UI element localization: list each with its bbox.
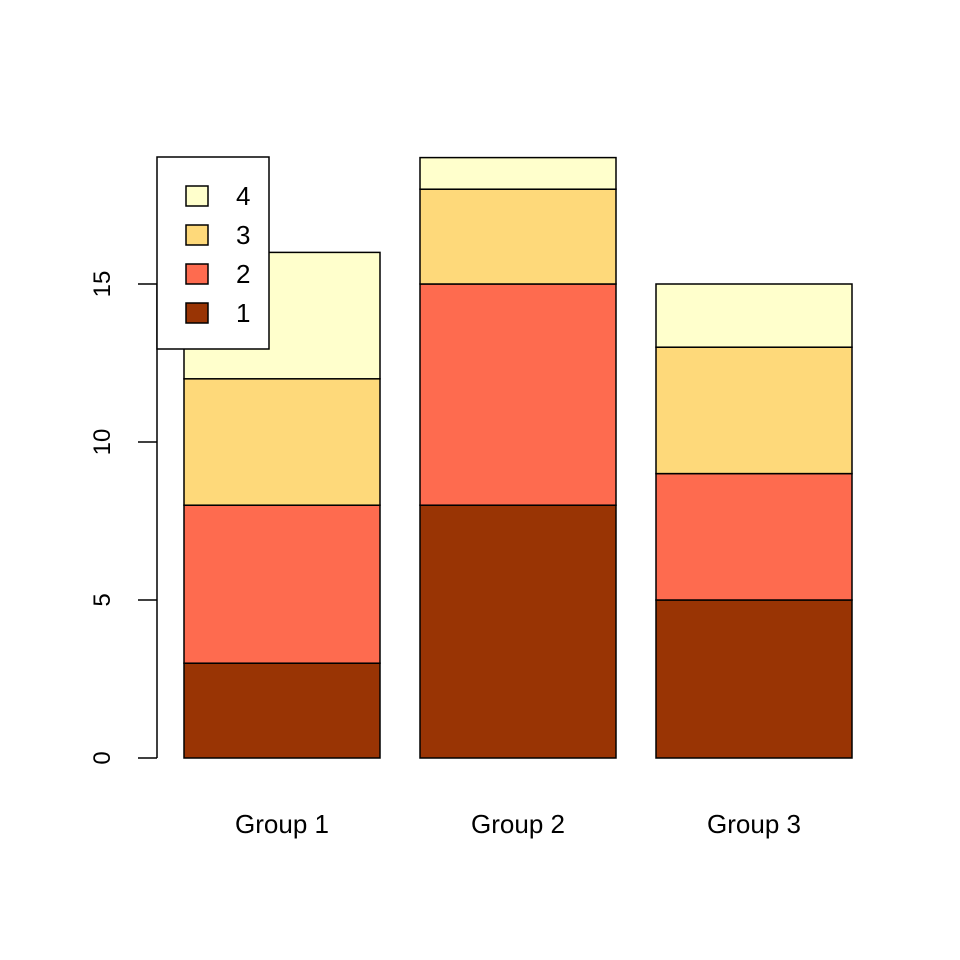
- category-label: Group 3: [707, 809, 801, 839]
- bar-segment-group1-series3: [183, 378, 381, 506]
- y-axis: 0 5 10 15: [89, 271, 158, 765]
- legend-box: [156, 156, 270, 350]
- legend-label-4: 4: [236, 181, 250, 211]
- legend-label-2: 2: [236, 259, 250, 289]
- legend-swatch-4: [185, 185, 209, 207]
- bar-segment-group2-series3: [419, 188, 617, 285]
- y-tick-label: 0: [89, 751, 116, 764]
- bar-segment-group1-series2: [183, 504, 381, 664]
- bar-segment-group3-series3: [655, 346, 853, 475]
- bar-segment-group2-series4: [419, 156, 617, 190]
- y-tick-label: 10: [89, 429, 116, 456]
- category-label: Group 2: [471, 809, 565, 839]
- category-label: Group 1: [235, 809, 329, 839]
- bar-segment-group2-series1: [419, 504, 617, 759]
- legend-swatch-1: [185, 302, 209, 324]
- bar-segment-group2-series2: [419, 283, 617, 506]
- legend-label-1: 1: [236, 298, 250, 328]
- y-tick-label: 5: [89, 593, 116, 606]
- bar-segment-group3-series1: [655, 599, 853, 759]
- bar-segment-group1-series1: [183, 662, 381, 759]
- legend-swatch-2: [185, 263, 209, 285]
- legend-label-3: 3: [236, 220, 250, 250]
- legend: 4 3 2 1: [156, 156, 270, 350]
- bars-layer: [183, 156, 853, 759]
- y-tick-label: 15: [89, 271, 116, 298]
- legend-swatch-3: [185, 224, 209, 246]
- bar-segment-group3-series2: [655, 472, 853, 601]
- x-axis-labels: Group 1 Group 2 Group 3: [235, 809, 801, 839]
- bar-segment-group3-series4: [655, 283, 853, 348]
